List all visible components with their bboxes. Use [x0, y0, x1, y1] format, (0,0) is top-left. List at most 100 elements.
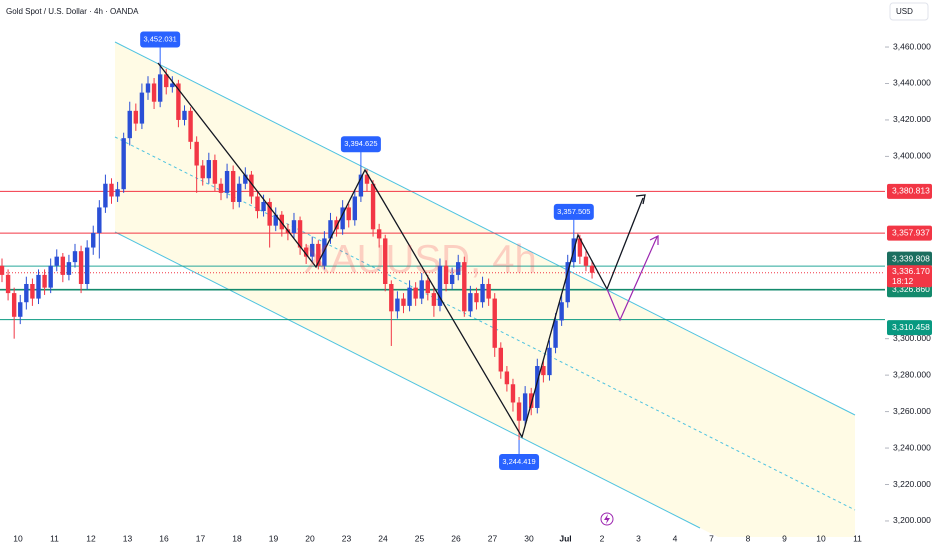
- candle-body: [419, 280, 424, 299]
- candle-body: [72, 251, 78, 263]
- y-tick-label: 3,200.000: [893, 515, 931, 525]
- x-tick-label: 10: [13, 533, 23, 543]
- candle-body: [5, 274, 11, 294]
- candle-body: [395, 298, 400, 312]
- candle-body: [364, 174, 370, 184]
- channel-upper: [114, 41, 856, 416]
- currency-box[interactable]: [889, 2, 929, 21]
- candle-body: [328, 220, 333, 239]
- candle-body: [24, 283, 29, 303]
- candle-body: [243, 174, 248, 184]
- candle-body: [376, 229, 382, 239]
- price-badge-label: 3,357.937: [892, 227, 930, 237]
- candle-body: [407, 287, 412, 306]
- annotations: 3,452.031 3,394.625 3,357.505 3,244.419: [140, 31, 594, 470]
- candle-body: [230, 170, 236, 202]
- candle-body: [437, 265, 443, 306]
- x-tick-label: 2: [600, 533, 605, 543]
- candle-body: [316, 243, 321, 266]
- candle-body: [11, 293, 17, 317]
- candle-body: [249, 174, 254, 197]
- candle-body: [48, 265, 53, 288]
- candle-body: [91, 232, 96, 248]
- y-tick-label: 3,460.000: [893, 41, 931, 51]
- candle-body: [139, 92, 145, 124]
- candle-body: [54, 256, 59, 266]
- candle-body: [340, 207, 345, 230]
- candle-body: [510, 384, 516, 403]
- x-tick-label: 26: [451, 533, 461, 543]
- x-tick-label: 10: [816, 533, 826, 543]
- price-badge-label: 3,310.458: [892, 322, 930, 332]
- candle-body: [151, 83, 157, 102]
- candle-body: [194, 141, 199, 166]
- candle-body: [480, 283, 485, 303]
- x-tick-label: 11: [50, 533, 59, 543]
- candle-body: [60, 256, 66, 275]
- x-tick-label: 24: [378, 533, 388, 543]
- candle-body: [78, 251, 84, 284]
- x-tick-label: 30: [524, 533, 534, 543]
- y-tick-label: 3,300.000: [893, 333, 931, 343]
- countdown: 18:12: [892, 276, 914, 286]
- price-badge-label: 3,380.813: [892, 186, 930, 196]
- callout-label: 3,244.419: [502, 457, 535, 466]
- chart-title: Gold Spot / U.S. Dollar · 4h · OANDA: [6, 7, 139, 16]
- candle-body: [589, 265, 595, 273]
- x-tick-label: 12: [86, 533, 96, 543]
- arrow-head: [635, 194, 646, 205]
- candle-body: [66, 262, 72, 275]
- callout-label: 3,394.625: [344, 139, 377, 148]
- candle-body: [583, 256, 589, 266]
- candle-body: [0, 265, 5, 275]
- callout-box: [553, 203, 594, 220]
- candle-body: [389, 283, 394, 312]
- callout-label: 3,452.031: [143, 35, 176, 44]
- x-tick-label: 18: [232, 533, 242, 543]
- candle-body: [370, 183, 376, 230]
- candle-body: [443, 265, 449, 284]
- callout-box: [140, 31, 181, 48]
- y-tick-label: 3,220.000: [893, 479, 931, 489]
- candle-body: [559, 302, 564, 321]
- candle-body: [383, 238, 388, 284]
- price-badge-label: 3,326.860: [892, 284, 930, 294]
- candle-body: [255, 196, 260, 212]
- candle-body: [157, 74, 163, 102]
- candle-body: [291, 220, 297, 233]
- candle-body: [541, 366, 546, 376]
- candle-body: [42, 274, 47, 288]
- callout-label: 3,357.505: [557, 207, 590, 216]
- candle-body: [109, 183, 114, 197]
- candle-body: [449, 274, 455, 284]
- candle-body: [303, 247, 309, 257]
- x-tick-label: 8: [746, 533, 751, 543]
- candle-body: [164, 74, 169, 88]
- candles: [0, 61, 595, 440]
- candle-body: [97, 207, 102, 233]
- x-tick-label: 3: [636, 533, 641, 543]
- candle-body: [30, 283, 35, 299]
- candle-body: [261, 201, 266, 212]
- candle-body: [237, 183, 242, 202]
- candle-body: [176, 83, 181, 120]
- candle-body: [121, 138, 126, 190]
- candle-body: [535, 366, 540, 408]
- x-tick-label: 9: [782, 533, 787, 543]
- alt-projection: [606, 236, 658, 322]
- candle-body: [297, 220, 303, 248]
- candle-body: [486, 283, 491, 299]
- levels: [0, 190, 885, 321]
- x-tick-label: 4: [673, 533, 678, 543]
- candle-body: [188, 110, 193, 142]
- y-tick-label: 3,280.000: [893, 369, 931, 379]
- candle-body: [492, 298, 497, 348]
- last-price-label: 3,336.170: [892, 266, 930, 276]
- arrow-head: [649, 235, 659, 245]
- x-tick-label: 7: [709, 533, 714, 543]
- price-badge: [887, 183, 932, 199]
- price-badge: [887, 320, 932, 336]
- candle-body: [145, 83, 151, 93]
- candle-body: [127, 110, 132, 139]
- currency: USD: [896, 7, 913, 16]
